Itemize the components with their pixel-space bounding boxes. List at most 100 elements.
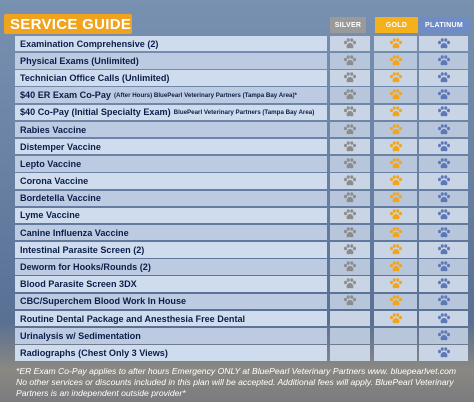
column-header-silver: SILVER [330,17,366,33]
paw-icon [437,175,450,186]
tier-cell-gold [374,224,417,241]
service-label: Deworm for Hooks/Rounds (2) [15,259,327,275]
paw-icon [344,295,356,306]
paw-icon [344,106,356,117]
service-label: $40 Co-Pay (Initial Specialty Exam) BlueP… [15,104,327,121]
paw-icon [389,295,402,306]
paw-icon [389,54,402,66]
service-note: BluePearl Veterinary Partners (Tampa Bay… [173,108,315,116]
tier-cell-silver [330,310,370,327]
paw-icon [389,123,402,134]
tier-cell-gold [374,87,417,103]
tier-cell-silver [330,35,370,52]
paw-icon [389,72,402,83]
paw-icon [437,295,450,306]
tier-cell-gold [374,70,417,86]
tier-cell-platinum [419,242,468,258]
service-label: Lyme Vaccine [15,207,327,224]
paw-icon [437,106,450,117]
service-name: Distemper Vaccine [20,141,101,152]
paw-icon [389,261,402,272]
paw-icon [344,54,356,66]
table-row: Rabies Vaccine [15,121,470,138]
table-row: Lepto Vaccine [15,155,470,172]
paw-icon [437,192,450,203]
tier-cell-silver [330,138,370,155]
paw-icon [437,226,450,237]
service-label: Routine Dental Package and Anesthesia Fr… [15,310,327,327]
tier-cell-platinum [419,138,468,155]
column-header-gold: GOLD [375,17,418,33]
column-header-platinum: PLATINUM [419,17,469,33]
paw-icon [344,209,356,220]
service-name: Lyme Vaccine [20,210,80,221]
paw-icon [389,278,402,289]
paw-icon [389,89,402,100]
paw-icon [344,261,356,272]
tier-cell-silver [330,207,370,224]
tier-cell-gold [374,242,417,258]
tier-cell-gold [374,293,417,310]
service-label: Corona Vaccine [15,173,327,189]
service-name: Canine Influenza Vaccine [20,227,129,238]
paw-icon [437,347,450,358]
tier-cell-platinum [419,156,468,172]
paw-icon [389,175,402,186]
paw-icon [344,244,356,255]
paw-icon [437,72,450,83]
paw-icon [389,158,402,169]
tier-cell-gold [374,345,417,361]
tier-cell-gold [374,276,417,292]
paw-icon [389,244,402,255]
tier-cell-gold [374,310,417,327]
table-row: $40 ER Exam Co-Pay (After Hours) BluePear… [15,87,470,104]
paw-icon [437,312,450,323]
tier-cell-silver [330,173,370,189]
paw-icon [344,175,356,186]
tier-cell-gold [374,207,417,224]
table-row: Distemper Vaccine [15,138,470,155]
service-table: Examination Comprehensive (2) Physical Ex… [15,35,470,362]
paw-icon [344,72,356,83]
service-name: Examination Comprehensive (2) [20,38,159,49]
service-name: CBC/Superchem Blood Work In House [20,296,187,307]
table-row: Physical Exams (Unlimited) [15,52,470,69]
tier-cell-gold [374,190,417,207]
table-row: Intestinal Parasite Screen (2) [15,241,470,258]
service-name: Blood Parasite Screen 3DX [20,279,137,290]
tier-cell-silver [330,276,370,292]
paw-icon [437,209,450,220]
tier-cell-platinum [419,104,468,121]
service-name: Rabies Vaccine [20,124,87,135]
paw-icon [437,140,450,152]
service-name: Bordetella Vaccine [20,193,101,204]
tier-cell-gold [374,138,417,155]
tier-cell-platinum [419,259,468,275]
paw-icon [344,89,356,100]
tier-cell-silver [330,345,370,361]
tier-cell-silver [330,242,370,258]
table-row: Canine Influenza Vaccine [15,224,470,241]
service-label: Physical Exams (Unlimited) [15,53,327,69]
tier-cell-platinum [419,293,468,310]
paw-icon [344,37,356,48]
tier-cell-silver [330,53,370,69]
service-label: Examination Comprehensive (2) [15,35,327,52]
service-label: Bordetella Vaccine [15,190,327,207]
paw-icon [389,192,402,203]
tier-cell-platinum [419,87,468,103]
service-label: Intestinal Parasite Screen (2) [15,242,327,258]
paw-icon [437,37,450,48]
table-row: Urinalysis w/ Sedimentation [15,327,470,344]
paw-icon [437,244,450,255]
table-row: Examination Comprehensive (2) [15,35,470,52]
tier-cell-silver [330,328,370,344]
tier-cell-platinum [419,310,468,327]
table-row: Blood Parasite Screen 3DX [15,276,470,293]
paw-icon [437,54,450,66]
paw-icon [389,37,402,48]
paw-icon [389,209,402,220]
service-name: Radiographs (Chest Only 3 Views) [20,347,168,358]
tier-cell-platinum [419,345,468,361]
paw-icon [389,226,402,237]
